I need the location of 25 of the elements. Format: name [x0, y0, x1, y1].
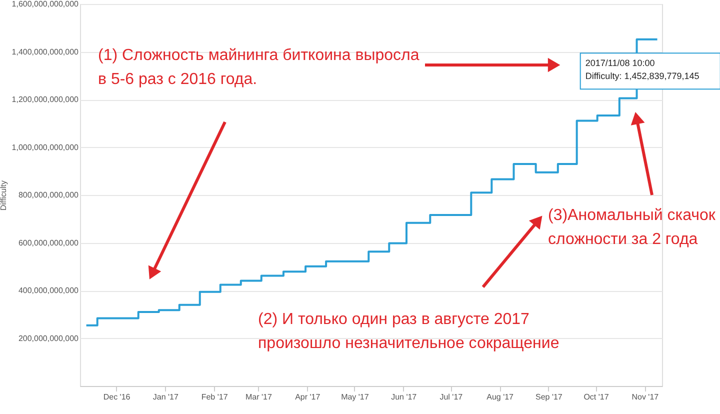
y-tick-label: 1,200,000,000,000	[12, 95, 80, 104]
y-tick-label: 1,600,000,000,000	[12, 0, 80, 8]
annotation: 2017/11/08 10:00 Difficulty: 1,452,839,779,145	[585, 58, 700, 82]
x-tick-label: Nov '17	[632, 392, 660, 402]
annotation: (3)Аномальный скачок сложности за 2 года	[548, 207, 716, 248]
x-tick-label: Feb '17	[201, 392, 228, 402]
x-tick-label: Dec '16	[103, 392, 131, 402]
y-tick-label: 200,000,000,000	[18, 334, 80, 343]
y-tick-label: 800,000,000,000	[18, 190, 80, 200]
y-axis-title: Difficulty	[0, 180, 8, 211]
y-tick-label: 1,400,000,000,000	[12, 47, 80, 56]
x-tick-label: Mar '17	[246, 392, 272, 402]
x-tick-label: Oct '17	[584, 392, 610, 402]
y-tick-label: 400,000,000,000	[18, 286, 80, 295]
x-tick-label: Apr '17	[295, 392, 321, 402]
x-tick-label: Jan '17	[152, 392, 179, 402]
y-tick-label: 1,000,000,000,000	[12, 142, 80, 152]
x-tick-label: Jun '17	[391, 392, 418, 402]
annotation: (1) Сложность майнинга биткоина выросла в 5-6 раз с 2016 года.	[98, 47, 420, 88]
x-tick-label: May '17	[341, 392, 370, 402]
annotation: (2) И только один раз в августе 2017 произошло незначительное сокращение	[258, 311, 560, 352]
y-tick-label: 600,000,000,000	[18, 238, 80, 248]
x-tick-label: Aug '17	[486, 392, 514, 402]
x-tick-label: Sep '17	[535, 392, 563, 402]
x-tick-label: Jul '17	[440, 392, 464, 402]
